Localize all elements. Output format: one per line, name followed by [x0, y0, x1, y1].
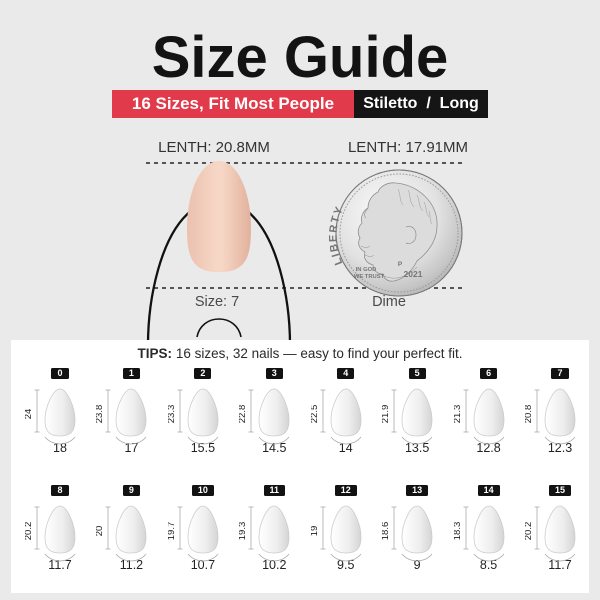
svg-text:20.2: 20.2 [525, 522, 534, 541]
svg-text:21.9: 21.9 [382, 405, 391, 424]
svg-text:19.7: 19.7 [168, 522, 177, 541]
svg-text:2021: 2021 [404, 269, 423, 279]
svg-text:24: 24 [25, 409, 34, 420]
svg-text:WE TRUST: WE TRUST [354, 274, 385, 280]
svg-text:19.3: 19.3 [239, 522, 248, 541]
svg-text:18.6: 18.6 [382, 522, 391, 541]
svg-text:20.2: 20.2 [25, 522, 34, 541]
svg-text:23.8: 23.8 [96, 405, 105, 424]
svg-text:23.3: 23.3 [168, 405, 177, 424]
svg-text:19: 19 [311, 526, 320, 537]
svg-text:22.8: 22.8 [239, 405, 248, 424]
svg-text:P: P [398, 261, 403, 268]
svg-text:21.3: 21.3 [454, 405, 463, 424]
svg-text:IN GOD: IN GOD [356, 267, 377, 273]
svg-text:20.8: 20.8 [525, 405, 534, 424]
svg-text:18.3: 18.3 [454, 522, 463, 541]
svg-text:20: 20 [96, 526, 105, 537]
svg-text:22.5: 22.5 [311, 405, 320, 424]
